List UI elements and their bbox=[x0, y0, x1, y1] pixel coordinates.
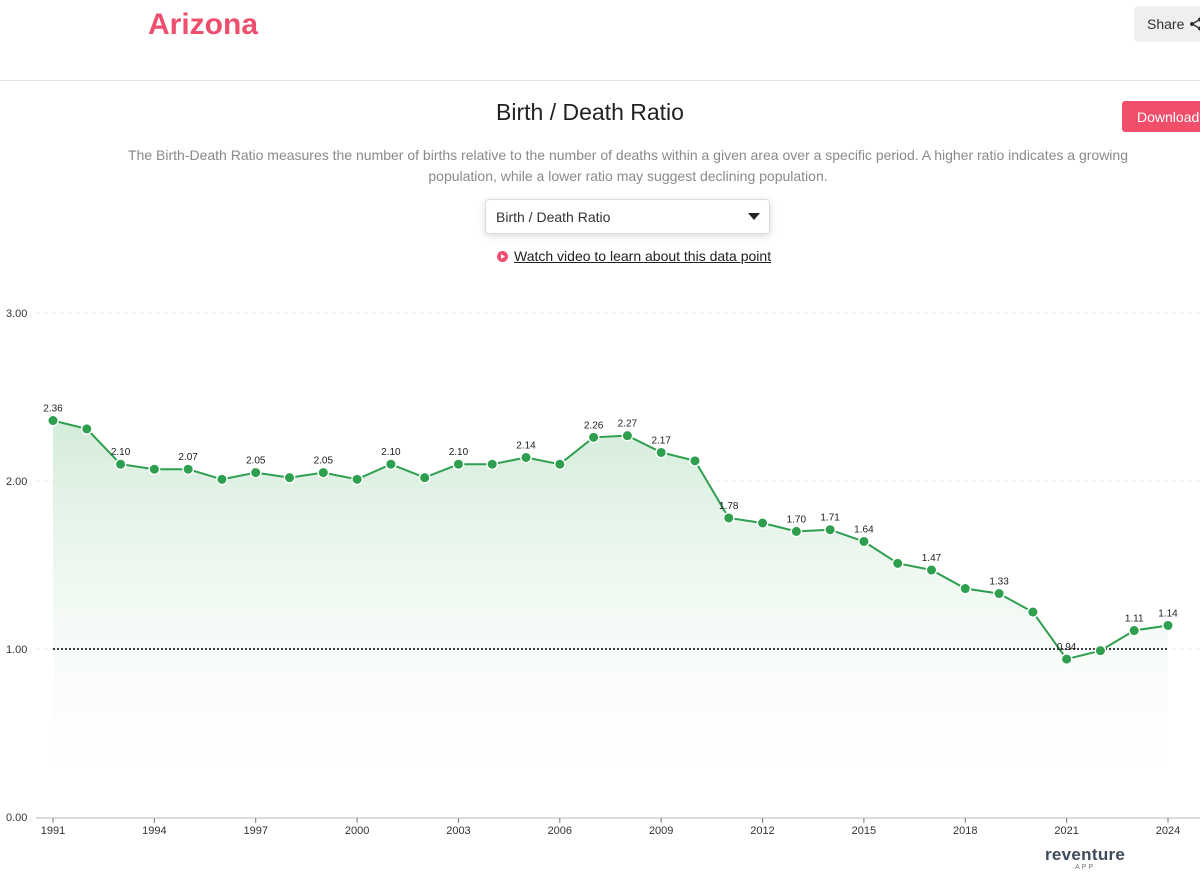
data-label-2017: 1.47 bbox=[922, 553, 942, 564]
data-label-2005: 2.14 bbox=[516, 440, 536, 451]
y-tick-label: 2.00 bbox=[6, 476, 27, 488]
data-label-1991: 2.36 bbox=[43, 404, 63, 415]
data-point-1995[interactable] bbox=[182, 463, 195, 476]
brand-sub: APP bbox=[1075, 864, 1096, 871]
x-tick-label: 1994 bbox=[142, 825, 166, 837]
x-tick-label: 2015 bbox=[852, 825, 876, 837]
data-point-2002[interactable] bbox=[418, 471, 431, 484]
data-point-2009[interactable] bbox=[655, 446, 668, 459]
x-tick-label: 2018 bbox=[953, 825, 977, 837]
brand-name: reventure bbox=[1045, 845, 1126, 864]
chart-description: The Birth-Death Ratio measures the numbe… bbox=[128, 147, 1128, 184]
data-point-2003[interactable] bbox=[452, 458, 465, 471]
data-point-2021[interactable] bbox=[1060, 653, 1073, 665]
area-fill bbox=[53, 420, 1168, 784]
page-title: Arizona bbox=[148, 8, 259, 41]
x-tick-label: 2012 bbox=[750, 825, 774, 837]
video-link[interactable]: Watch video to learn about this data poi… bbox=[497, 248, 771, 264]
data-label-1995: 2.07 bbox=[178, 452, 198, 463]
data-point-1993[interactable] bbox=[114, 458, 127, 471]
data-label-2024: 1.14 bbox=[1158, 608, 1178, 619]
x-tick-label: 2003 bbox=[446, 825, 470, 837]
data-point-2015[interactable] bbox=[858, 535, 870, 548]
data-point-2023[interactable] bbox=[1128, 624, 1141, 637]
data-point-2020[interactable] bbox=[1026, 606, 1039, 618]
metric-select-value: Birth / Death Ratio bbox=[496, 208, 611, 225]
chart-title: Birth / Death Ratio bbox=[496, 99, 684, 125]
x-tick-label: 2006 bbox=[548, 825, 572, 837]
download-button[interactable]: Download bbox=[1122, 101, 1200, 132]
x-tick-label: 2024 bbox=[1156, 825, 1180, 837]
data-point-2013[interactable] bbox=[790, 525, 803, 538]
metric-select[interactable]: Birth / Death Ratio bbox=[485, 199, 770, 234]
share-label: Share bbox=[1147, 16, 1185, 32]
data-point-1998[interactable] bbox=[283, 471, 296, 484]
brand-logo: reventure APP bbox=[1045, 846, 1125, 872]
x-tick-label: 2021 bbox=[1054, 825, 1078, 837]
data-label-1997: 2.05 bbox=[246, 456, 266, 467]
data-label-1999: 2.05 bbox=[314, 456, 334, 467]
data-point-2012[interactable] bbox=[756, 517, 769, 529]
data-point-1991[interactable] bbox=[47, 414, 59, 427]
data-point-2024[interactable] bbox=[1162, 619, 1174, 632]
x-tick-label: 1991 bbox=[41, 825, 65, 837]
data-point-2014[interactable] bbox=[824, 523, 837, 536]
data-point-2011[interactable] bbox=[722, 512, 735, 524]
data-label-2014: 1.71 bbox=[820, 513, 840, 524]
data-label-2019: 1.33 bbox=[989, 577, 1009, 588]
x-tick-label: 2009 bbox=[649, 825, 673, 837]
data-point-1999[interactable] bbox=[317, 466, 330, 479]
data-point-1996[interactable] bbox=[216, 473, 228, 486]
play-icon bbox=[497, 250, 508, 262]
data-label-2008: 2.27 bbox=[618, 419, 638, 430]
header: Arizona Share bbox=[0, 0, 1200, 81]
y-tick-label: 0.00 bbox=[6, 812, 27, 824]
x-tick-label: 1997 bbox=[243, 825, 267, 837]
data-label-2007: 2.26 bbox=[584, 420, 604, 431]
data-point-2018[interactable] bbox=[959, 582, 972, 595]
y-tick-label: 3.00 bbox=[6, 308, 27, 320]
data-label-2023: 1.11 bbox=[1125, 614, 1144, 625]
data-point-2010[interactable] bbox=[689, 454, 701, 467]
share-button[interactable]: Share bbox=[1134, 6, 1200, 42]
video-link-label: Watch video to learn about this data poi… bbox=[514, 248, 772, 264]
data-label-2021: 0.94 bbox=[1057, 642, 1077, 653]
data-label-2015: 1.64 bbox=[854, 524, 874, 535]
data-point-2005[interactable] bbox=[520, 451, 532, 464]
series-line bbox=[52, 419, 1169, 661]
data-point-1997[interactable] bbox=[249, 466, 262, 479]
data-point-2016[interactable] bbox=[891, 557, 904, 570]
data-label-2001: 2.10 bbox=[381, 447, 401, 458]
data-point-2001[interactable] bbox=[384, 458, 397, 471]
data-point-2000[interactable] bbox=[351, 473, 363, 486]
data-point-1994[interactable] bbox=[148, 463, 161, 476]
birth-death-chart: 2.36 2.10 2.07 2.05 2.05 2.10 2.10 2.14 2.26 2.27… bbox=[6, 308, 1200, 837]
x-tick-label: 2000 bbox=[345, 825, 369, 837]
data-label-2009: 2.17 bbox=[651, 435, 671, 446]
data-point-2008[interactable] bbox=[621, 429, 634, 442]
data-point-2004[interactable] bbox=[486, 458, 499, 471]
share-icon bbox=[1190, 17, 1200, 31]
data-point-2019[interactable] bbox=[993, 587, 1005, 600]
data-label-2013: 1.70 bbox=[787, 514, 807, 525]
data-label-2011: 1.78 bbox=[719, 501, 739, 512]
y-tick-label: 1.00 bbox=[6, 644, 27, 656]
data-point-2017[interactable] bbox=[925, 564, 938, 576]
data-label-1993: 2.10 bbox=[111, 447, 131, 458]
data-point-1992[interactable] bbox=[80, 423, 93, 435]
data-point-2006[interactable] bbox=[553, 458, 566, 471]
data-point-2022[interactable] bbox=[1094, 644, 1107, 657]
caret-down-icon bbox=[748, 213, 760, 220]
data-label-2003: 2.10 bbox=[449, 447, 469, 458]
data-point-2007[interactable] bbox=[587, 431, 600, 444]
